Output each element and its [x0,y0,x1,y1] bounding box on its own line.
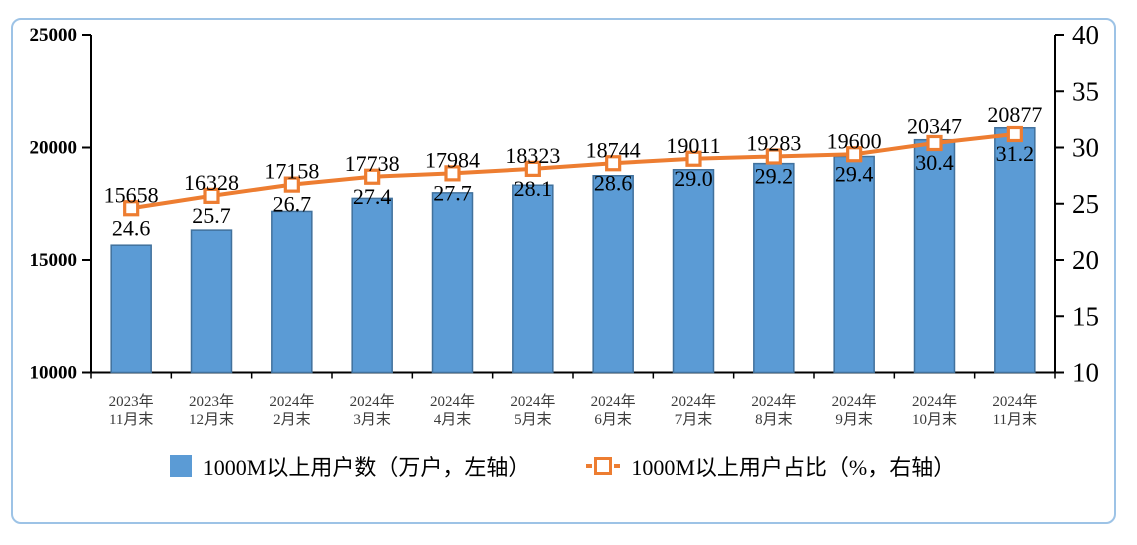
right-axis-tick-label: 35 [1072,76,1099,106]
bar-value-label: 16328 [184,170,239,195]
x-axis-label: 8月末 [755,411,793,428]
x-axis-label: 5月末 [514,411,552,428]
left-axis-tick-label: 20000 [30,138,78,159]
line-marker [203,187,220,204]
line-series-marker-icon [586,457,621,475]
bar-value-label: 17158 [264,159,319,184]
x-axis-label: 2023年 [109,393,154,410]
x-axis-label: 2024年 [751,393,796,410]
x-axis-label: 12月末 [189,411,234,428]
line-value-label: 26.7 [273,192,312,217]
line-marker [1006,125,1023,143]
x-axis-label: 4月末 [434,411,472,428]
line-series [130,132,1016,211]
line-value-label: 27.4 [353,184,392,209]
x-axis-label: 6月末 [594,411,632,428]
line-value-label: 25.7 [192,203,231,228]
x-axis-label: 11月末 [109,411,153,428]
right-axis-tick-label: 30 [1072,133,1099,163]
x-axis-label: 3月末 [353,411,391,428]
line-value-label: 28.6 [594,170,633,195]
bar-value-label: 18744 [586,137,641,162]
bar [753,162,795,374]
bar [271,210,313,374]
line-value-label: 29.2 [755,164,794,189]
line-marker [364,168,381,185]
bar [913,138,956,374]
bar-series-swatch-icon [169,455,192,477]
bar [190,229,233,374]
legend-item-bar-series: 1000M以上用户数（万户，左轴） [169,450,531,482]
bar-value-label: 15658 [104,182,159,207]
bar [672,169,715,374]
x-axis-label: 2024年 [430,393,475,410]
bar-value-label: 17738 [345,151,400,176]
legend-item-line-series: 1000M以上用户占比（%，右轴） [586,450,955,482]
line-marker [123,200,140,217]
left-axis-tick-label: 10000 [30,363,78,384]
right-axis-tick-label: 20 [1072,245,1099,275]
x-axis-label: 2024年 [671,393,716,410]
line-value-label: 29.0 [674,166,713,191]
line-value-label: 30.4 [915,150,954,175]
bar [431,192,474,374]
bar-value-label: 19011 [666,133,720,158]
bar-value-label: 20877 [987,102,1042,127]
bar-value-label: 17984 [425,147,480,172]
legend-label-bar-series: 1000M以上用户数（万户，左轴） [202,455,531,480]
line-value-label: 28.1 [514,176,553,201]
x-axis-label: 2024年 [992,393,1037,410]
x-axis-label: 9月末 [835,411,873,428]
left-axis-tick-label: 25000 [30,25,78,46]
line-value-label: 24.6 [112,215,151,240]
x-axis-label: 2024年 [510,393,555,410]
x-axis-label: 2024年 [832,393,877,410]
line-value-label: 27.7 [433,180,472,205]
line-value-label: 31.2 [996,141,1035,166]
bar [512,184,554,374]
line-marker [524,160,541,177]
bar-value-label: 20347 [907,114,962,139]
bar [592,175,634,374]
line-marker [846,146,863,163]
bar [351,197,393,374]
line-marker [444,165,461,182]
right-axis-tick-label: 40 [1072,20,1099,50]
x-axis-label: 2023年 [189,393,234,410]
line-marker [765,148,782,165]
x-axis-label: 2024年 [591,393,636,410]
line-marker [685,150,702,167]
right-axis-tick-label: 15 [1072,301,1099,331]
legend: 1000M以上用户数（万户，左轴） 1000M以上用户占比（%，右轴） [11,450,1114,482]
bar [110,244,152,374]
x-axis-label: 2024年 [912,393,957,410]
line-marker [926,134,943,152]
x-axis-label: 2024年 [269,393,314,410]
line-value-label: 29.4 [835,161,874,186]
x-axis-label: 11月末 [993,411,1037,428]
bar [833,155,875,374]
left-axis-tick-label: 15000 [30,250,78,271]
x-axis-label: 7月末 [675,411,713,428]
x-axis-label: 2024年 [350,393,395,410]
bar-value-label: 19283 [746,131,801,156]
x-axis-label: 10月末 [912,411,957,428]
right-axis-tick-label: 25 [1072,189,1099,219]
bar-value-label: 18323 [505,143,560,168]
right-axis-tick-label: 10 [1072,358,1099,388]
legend-label-line-series: 1000M以上用户占比（%，右轴） [631,455,956,480]
bar-value-label: 19600 [827,128,882,153]
line-marker [283,176,300,193]
x-axis-label: 2月末 [273,411,311,428]
line-marker [605,155,622,172]
